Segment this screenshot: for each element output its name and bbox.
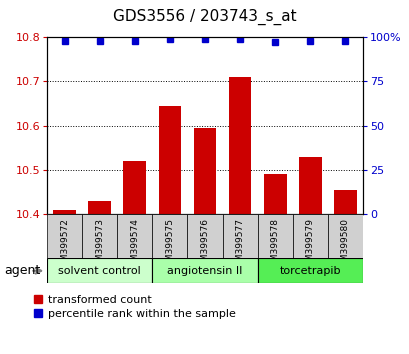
Bar <box>228 77 251 214</box>
Text: torcetrapib: torcetrapib <box>279 266 340 276</box>
Bar <box>117 214 152 258</box>
Text: agent: agent <box>4 264 40 277</box>
Text: GSM399578: GSM399578 <box>270 218 279 273</box>
Bar <box>263 175 286 214</box>
Bar <box>193 128 216 214</box>
Bar <box>123 161 146 214</box>
Bar <box>257 258 362 283</box>
Bar <box>333 190 356 214</box>
Legend: transformed count, percentile rank within the sample: transformed count, percentile rank withi… <box>32 292 237 321</box>
Bar <box>88 201 111 214</box>
Bar <box>257 214 292 258</box>
Text: GSM399573: GSM399573 <box>95 218 104 273</box>
Bar <box>53 210 76 214</box>
Bar <box>327 214 362 258</box>
Bar <box>298 157 321 214</box>
Text: GDS3556 / 203743_s_at: GDS3556 / 203743_s_at <box>113 9 296 25</box>
Text: GSM399574: GSM399574 <box>130 218 139 273</box>
Bar <box>152 214 187 258</box>
Bar <box>222 214 257 258</box>
Text: GSM399576: GSM399576 <box>200 218 209 273</box>
Bar <box>47 258 152 283</box>
Bar <box>152 258 257 283</box>
Text: angiotensin II: angiotensin II <box>167 266 242 276</box>
Bar <box>82 214 117 258</box>
Text: GSM399579: GSM399579 <box>305 218 314 273</box>
Bar <box>47 214 82 258</box>
Text: GSM399572: GSM399572 <box>60 218 69 273</box>
Text: GSM399577: GSM399577 <box>235 218 244 273</box>
Bar <box>292 214 327 258</box>
Text: GSM399575: GSM399575 <box>165 218 174 273</box>
Text: GSM399580: GSM399580 <box>340 218 349 273</box>
Bar <box>158 106 181 214</box>
Bar <box>187 214 222 258</box>
Text: solvent control: solvent control <box>58 266 141 276</box>
